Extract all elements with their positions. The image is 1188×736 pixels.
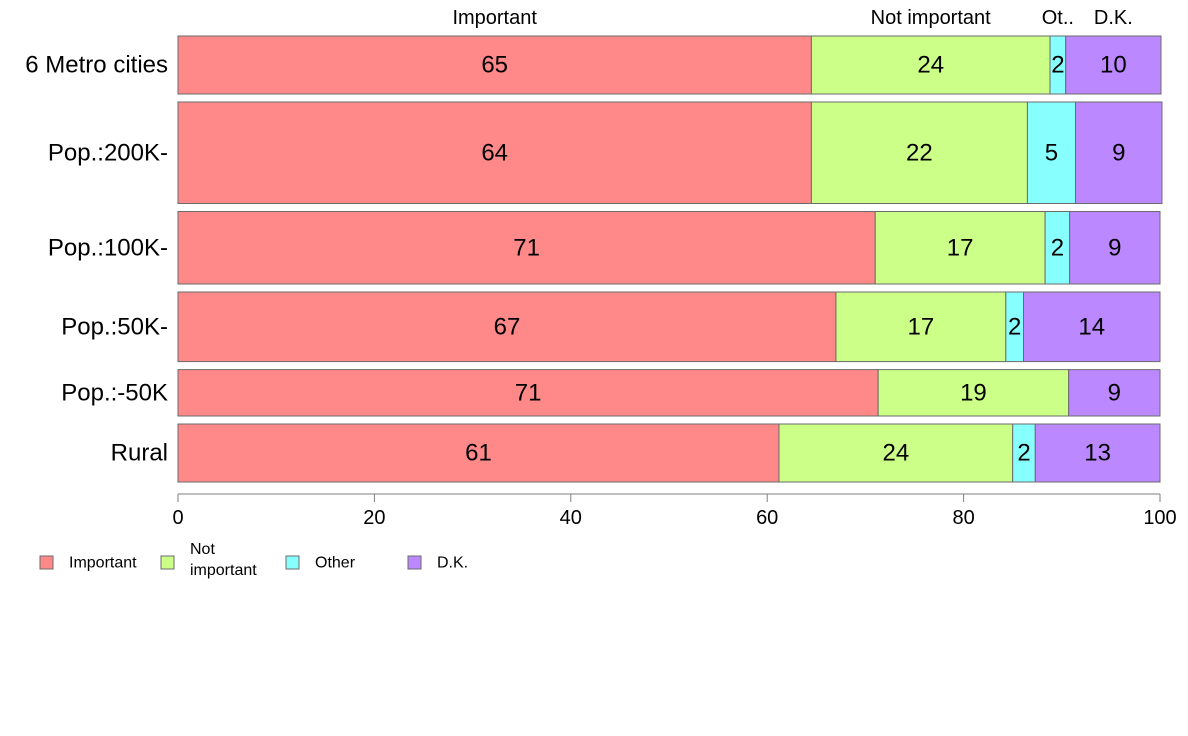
x-tick-label: 80 <box>952 507 974 529</box>
bar-segment <box>1034 423 1161 483</box>
value-label: 67 <box>494 313 521 340</box>
x-tick-label: 0 <box>172 507 183 529</box>
value-label: 22 <box>906 139 933 166</box>
value-label: 61 <box>465 440 492 467</box>
value-label: 17 <box>908 313 935 340</box>
legend-swatch <box>39 555 54 570</box>
legend-swatch <box>285 555 300 570</box>
value-label: 10 <box>1100 52 1127 79</box>
value-label: 64 <box>481 139 508 166</box>
value-label: 5 <box>1045 139 1058 166</box>
value-label: 9 <box>1108 379 1121 406</box>
bar-segment <box>1068 369 1161 417</box>
value-label: 14 <box>1078 313 1105 340</box>
x-tick-label: 40 <box>560 507 582 529</box>
legend-swatch <box>160 555 175 570</box>
category-label: Pop.:100K- <box>48 234 168 261</box>
category-label: Pop.:200K- <box>48 139 168 166</box>
value-label: 24 <box>882 440 909 467</box>
bar-segment <box>835 291 1007 363</box>
legend: Important Not important Other D.K. <box>39 541 468 579</box>
value-label: 24 <box>917 52 944 79</box>
column-headers: Important Not important Ot.. D.K. <box>452 7 1132 29</box>
bar-segment <box>177 423 780 483</box>
value-label: 2 <box>1051 52 1064 79</box>
category-label: Pop.:-50K <box>61 379 168 406</box>
column-header: Ot.. <box>1042 7 1074 29</box>
bar-segment <box>1065 35 1162 95</box>
value-label: 9 <box>1108 234 1121 261</box>
legend-swatch <box>407 555 422 570</box>
value-labels: 65 24 2 10 64 22 5 9 71 17 2 9 67 17 2 14 71 19 9 61 24 2 13 <box>465 52 1127 467</box>
category-labels: 6 Metro cities Pop.:200K- Pop.:100K- Pop.:5… <box>25 52 168 467</box>
category-label: Rural <box>111 440 168 467</box>
column-header: Important <box>452 7 537 29</box>
column-header: D.K. <box>1094 7 1133 29</box>
value-label: 17 <box>947 234 974 261</box>
category-label: 6 Metro cities <box>25 52 168 79</box>
bar-segment <box>1026 101 1077 204</box>
value-label: 71 <box>515 379 542 406</box>
bar-segment <box>177 101 812 204</box>
bar-segment <box>810 35 1051 95</box>
legend-label: Other <box>315 555 356 572</box>
bar-segment <box>1069 211 1161 285</box>
value-label: 2 <box>1008 313 1021 340</box>
category-label: Pop.:50K- <box>61 313 168 340</box>
x-tick-label: 20 <box>363 507 385 529</box>
bars <box>177 35 1163 483</box>
column-header: Not important <box>871 7 991 29</box>
x-tick-label: 60 <box>756 507 778 529</box>
value-label: 13 <box>1084 440 1111 467</box>
bar-segment <box>177 35 812 95</box>
bar-segment <box>1023 291 1161 363</box>
value-label: 2 <box>1017 440 1030 467</box>
legend-label: Important <box>69 555 137 572</box>
value-label: 71 <box>513 234 540 261</box>
x-axis: 0 20 40 60 80 100 <box>172 493 1177 529</box>
value-label: 65 <box>481 52 508 79</box>
value-label: 2 <box>1051 234 1064 261</box>
value-label: 9 <box>1112 139 1125 166</box>
value-label: 19 <box>960 379 987 406</box>
bar-segment <box>810 101 1028 204</box>
bar-segment <box>1075 101 1163 204</box>
bar-segment <box>1044 211 1071 285</box>
legend-label: D.K. <box>437 555 468 572</box>
x-tick-label: 100 <box>1143 507 1176 529</box>
bar-segment <box>874 211 1046 285</box>
legend-label: Not important <box>190 541 257 579</box>
bar-segment <box>177 211 876 285</box>
bar-segment <box>177 291 837 363</box>
